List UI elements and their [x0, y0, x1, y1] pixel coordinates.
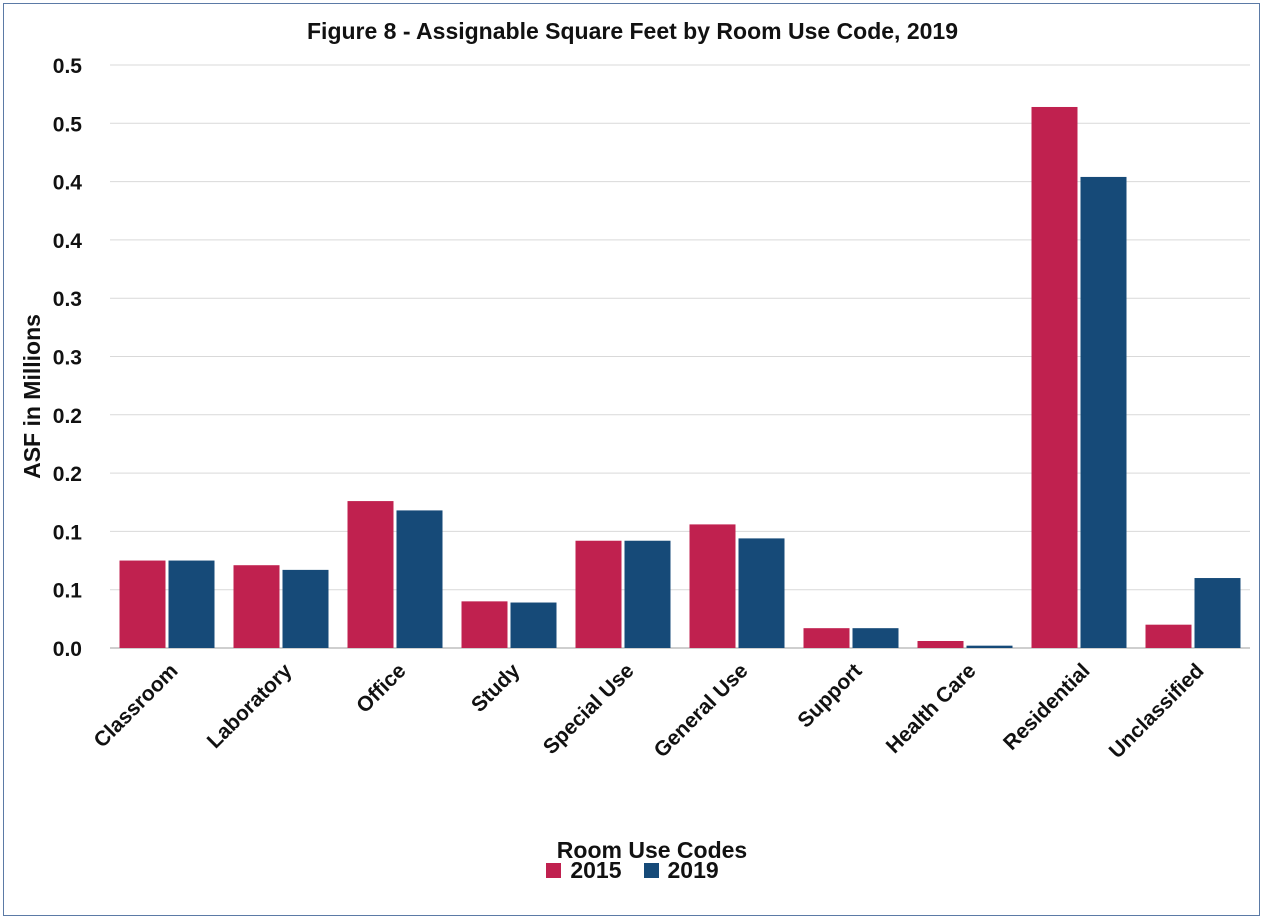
- bar-2015-health-care: [917, 641, 964, 648]
- y-tick-label: 0.3: [53, 288, 82, 311]
- legend-entry-2019: 2019: [643, 857, 719, 884]
- y-tick-label: 0.5: [53, 113, 83, 136]
- y-axis-title: ASF in Millions: [19, 314, 45, 479]
- bar-2019-unclassified: [1194, 578, 1241, 648]
- y-tick-label: 0.1: [53, 521, 83, 544]
- x-tick-label: Special Use: [539, 659, 639, 759]
- legend-label-2015: 2015: [570, 857, 622, 883]
- y-tick-label: 0.4: [53, 172, 83, 195]
- legend-swatch-2019: [643, 863, 659, 878]
- bar-2019-special-use: [624, 540, 671, 648]
- y-tick-label: 0.5: [53, 55, 83, 78]
- x-tick-label: Support: [793, 659, 866, 732]
- bar-2015-residential: [1031, 106, 1078, 648]
- y-tick-label: 0.4: [53, 230, 83, 253]
- bar-2015-office: [347, 501, 394, 648]
- y-tick-label: 0.0: [53, 638, 82, 661]
- x-tick-label: Residential: [999, 659, 1094, 754]
- bar-2015-general-use: [689, 524, 736, 648]
- x-tick-label: General Use: [650, 659, 753, 762]
- bar-2015-laboratory: [233, 565, 280, 648]
- y-tick-label: 0.1: [53, 580, 83, 603]
- x-tick-label: Health Care: [882, 659, 981, 758]
- bar-2015-special-use: [575, 540, 622, 648]
- chart-legend: 2015 2019: [0, 857, 1265, 884]
- legend-entry-2015: 2015: [546, 857, 622, 884]
- chart-title: Figure 8 - Assignable Square Feet by Roo…: [307, 18, 958, 44]
- bar-2019-residential: [1080, 176, 1127, 648]
- bar-2015-study: [461, 601, 508, 648]
- x-tick-label: Study: [467, 659, 525, 717]
- bar-2019-classroom: [168, 560, 215, 648]
- x-tick-label: Classroom: [90, 659, 183, 752]
- x-tick-label: Office: [352, 659, 410, 717]
- x-tick-label: Unclassified: [1105, 659, 1209, 763]
- y-tick-label: 0.2: [53, 463, 82, 486]
- x-axis-title: Room Use Codes: [557, 837, 747, 863]
- bar-2019-health-care: [966, 645, 1013, 648]
- chart-frame: [3, 3, 1260, 916]
- x-tick-label: Laboratory: [203, 659, 297, 753]
- bar-2015-support: [803, 628, 850, 648]
- bar-2019-general-use: [738, 538, 785, 648]
- bar-2019-office: [396, 510, 443, 648]
- legend-label-2019: 2019: [667, 857, 719, 883]
- bar-2015-classroom: [119, 560, 166, 648]
- bar-2019-laboratory: [282, 569, 329, 648]
- bar-2015-unclassified: [1145, 624, 1192, 648]
- y-tick-label: 0.3: [53, 347, 82, 370]
- y-tick-label: 0.2: [53, 405, 82, 428]
- bar-2019-support: [852, 628, 899, 648]
- legend-swatch-2015: [546, 863, 562, 878]
- bar-2019-study: [510, 602, 557, 648]
